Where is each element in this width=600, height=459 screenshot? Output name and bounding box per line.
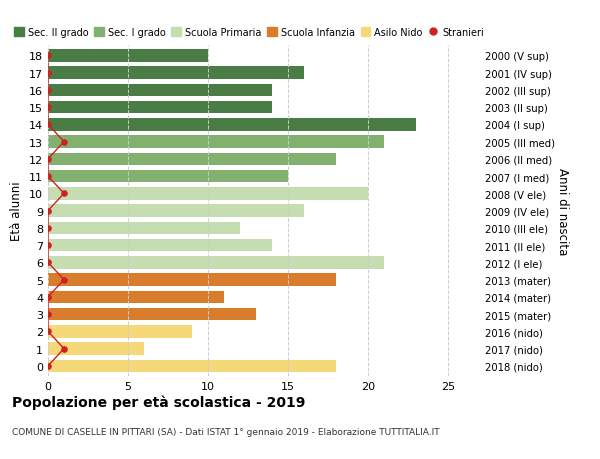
Point [43, 156, 53, 163]
Point [43, 328, 53, 335]
Bar [48, 274, 336, 286]
Point [43, 70, 53, 77]
Point [43, 207, 53, 215]
Bar [48, 308, 256, 320]
Bar [48, 188, 368, 200]
Bar [48, 170, 288, 183]
Text: COMUNE DI CASELLE IN PITTARI (SA) - Dati ISTAT 1° gennaio 2019 - Elaborazione TU: COMUNE DI CASELLE IN PITTARI (SA) - Dati… [12, 427, 440, 436]
Bar [48, 240, 272, 252]
Point [59, 276, 69, 284]
Bar [48, 84, 272, 97]
Bar [48, 136, 384, 149]
Bar [48, 360, 336, 372]
Bar [48, 257, 384, 269]
Bar [48, 101, 272, 114]
Text: Popolazione per età scolastica - 2019: Popolazione per età scolastica - 2019 [12, 395, 305, 409]
Point [43, 311, 53, 318]
Bar [48, 222, 240, 235]
Point [43, 121, 53, 129]
Point [43, 294, 53, 301]
Point [43, 242, 53, 249]
Point [43, 87, 53, 95]
Point [43, 52, 53, 60]
Bar [48, 291, 224, 303]
Point [43, 104, 53, 112]
Bar [48, 67, 304, 80]
Bar [48, 153, 336, 166]
Bar [48, 119, 416, 131]
Y-axis label: Età alunni: Età alunni [10, 181, 23, 241]
Bar [48, 205, 304, 217]
Point [43, 225, 53, 232]
Point [59, 139, 69, 146]
Bar [48, 325, 192, 338]
Bar [48, 50, 208, 62]
Point [43, 259, 53, 266]
Point [43, 363, 53, 370]
Bar [48, 342, 144, 355]
Point [59, 190, 69, 197]
Legend: Sec. II grado, Sec. I grado, Scuola Primaria, Scuola Infanzia, Asilo Nido, Stran: Sec. II grado, Sec. I grado, Scuola Prim… [14, 28, 484, 38]
Y-axis label: Anni di nascita: Anni di nascita [556, 168, 569, 255]
Point [43, 173, 53, 180]
Point [59, 345, 69, 353]
